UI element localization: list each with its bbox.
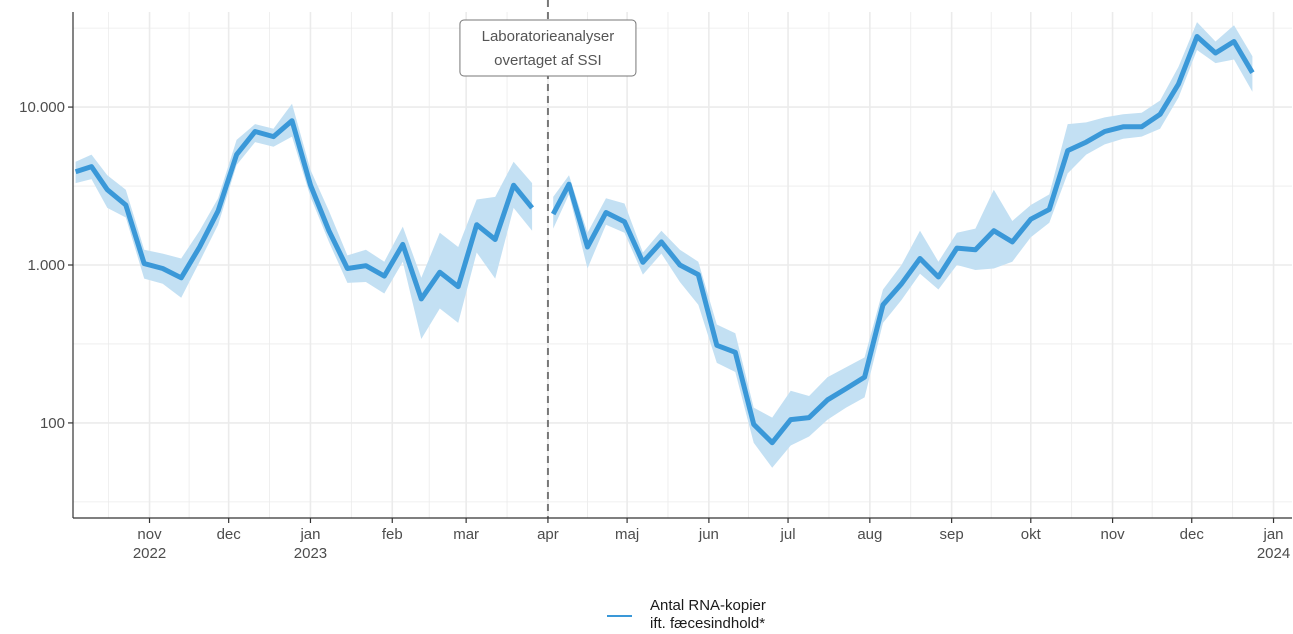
- y-tick-label: 100: [40, 415, 65, 432]
- confidence-band: [553, 22, 1253, 468]
- x-tick-label: okt: [1021, 526, 1042, 543]
- series-lines: [74, 34, 1255, 446]
- x-tick-label: jun: [698, 526, 719, 543]
- x-tick-label: mar: [453, 526, 479, 543]
- x-tick-label: feb: [382, 526, 403, 543]
- x-tick-year-label: 2022: [133, 545, 166, 562]
- annotation-text-line-1: Laboratorieanalyser: [482, 28, 615, 45]
- y-tick-label: 1.000: [27, 257, 65, 274]
- x-tick-label: jul: [780, 526, 796, 543]
- confidence-bands: [75, 22, 1253, 468]
- legend-label-line-2: ift. fæcesindhold*: [650, 615, 765, 632]
- x-tick-label: aug: [857, 526, 882, 543]
- x-tick-year-label: 2024: [1257, 545, 1290, 562]
- annotation-box: Laboratorieanalyser overtaget af SSI: [459, 19, 637, 77]
- x-tick-year-label: 2023: [294, 545, 327, 562]
- x-tick-label: dec: [217, 526, 242, 543]
- series-line: [74, 118, 535, 302]
- confidence-band: [75, 103, 533, 339]
- annotation-box-frame: [459, 19, 637, 77]
- x-tick-label: maj: [615, 526, 639, 543]
- x-tick-label: jan: [299, 526, 320, 543]
- x-tick-label: nov: [137, 526, 162, 543]
- x-tick-label: sep: [940, 526, 964, 543]
- x-tick-label: apr: [537, 526, 559, 543]
- y-tick-labels: 100 1.000 10.000: [19, 99, 73, 432]
- x-tick-label: dec: [1180, 526, 1205, 543]
- y-tick-label: 10.000: [19, 99, 65, 116]
- legend: Antal RNA-kopier ift. fæcesindhold*: [607, 597, 766, 632]
- x-tick-labels: nov 2022 dec jan 2023 feb mar apr maj jun jul aug se…: [133, 518, 1290, 562]
- legend-label-line-1: Antal RNA-kopier: [650, 597, 766, 614]
- annotation-text-line-2: overtaget af SSI: [494, 52, 602, 69]
- x-tick-label: jan: [1263, 526, 1284, 543]
- x-tick-label: nov: [1100, 526, 1125, 543]
